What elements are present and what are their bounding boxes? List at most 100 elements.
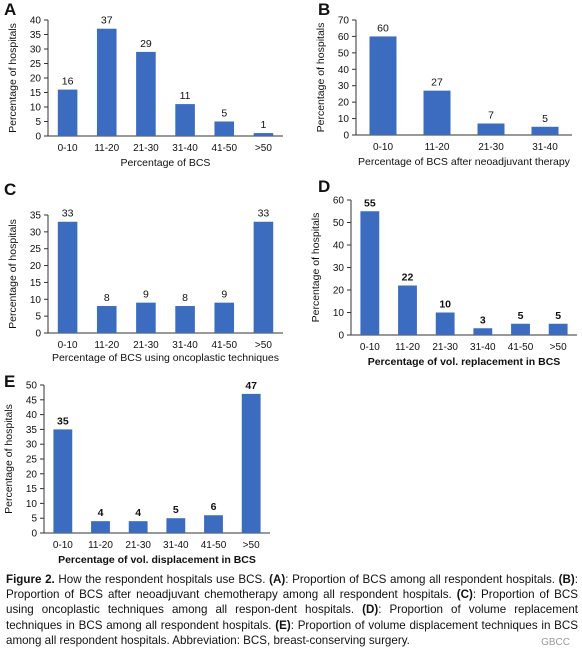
chart-panel-c: C 0 5 10 15 20 25 30 35 33 0-10 8 11-20 9 21-30 8 31-40… — [0, 175, 300, 370]
x-axis-title: Percentage of BCS — [121, 157, 211, 169]
x-tick-label: >50 — [255, 340, 272, 351]
chart-e-svg: 0 5 10 15 20 25 30 35 40 45 50 35 0-10 4 11-20 4 21-30 5 3… — [3, 380, 270, 566]
x-tick-label: 41-50 — [201, 540, 227, 551]
caption-part: (D) — [362, 603, 379, 617]
x-tick-label: >50 — [243, 540, 260, 551]
y-tick-label: 40 — [338, 65, 350, 76]
caption-part: How the respondent hospitals use BCS. — [54, 573, 270, 586]
y-tick-label: 20 — [338, 98, 350, 109]
bar-value-label: 35 — [57, 415, 69, 427]
x-tick-label: 11-20 — [425, 142, 450, 153]
panel-letter-e: E — [4, 372, 16, 391]
y-tick-label: 10 — [338, 114, 350, 125]
y-tick-label: 60 — [333, 196, 345, 207]
bar — [369, 36, 397, 135]
bar-value-label: 5 — [518, 310, 524, 322]
y-tick-label: 30 — [30, 45, 42, 56]
x-tick-label: 31-40 — [470, 342, 496, 353]
x-tick-label: >50 — [255, 143, 272, 154]
chart-panel-e: E 0 5 10 15 20 25 30 35 40 45 50 35 0-10 4 11-20 4 21-30… — [0, 370, 300, 570]
bar — [435, 312, 455, 335]
x-tick-label: 0-10 — [58, 143, 78, 154]
bar-value-label: 5 — [221, 108, 227, 120]
x-tick-label: 41-50 — [508, 342, 534, 353]
x-tick-label: 11-20 — [94, 340, 119, 351]
x-tick-label: 0-10 — [58, 340, 78, 351]
bar — [423, 90, 451, 135]
caption-part: (E) — [275, 618, 291, 632]
bar-value-label: 4 — [135, 507, 141, 519]
x-tick-label: 0-10 — [373, 142, 393, 153]
x-tick-label: 21-30 — [432, 342, 458, 353]
bar — [398, 285, 417, 335]
bar — [511, 323, 530, 335]
x-axis-title: Percentage of BCS using oncoplastic tech… — [52, 352, 279, 364]
y-tick-label: 50 — [333, 218, 345, 229]
y-axis-title: Percentage of hospitals — [7, 23, 19, 133]
y-tick-label: 35 — [30, 211, 42, 222]
bar — [204, 515, 223, 533]
bar-value-label: 60 — [377, 22, 389, 34]
bar — [57, 221, 78, 333]
caption-part: (B) — [558, 573, 575, 586]
chart-panel-a: A 0 5 10 15 20 25 30 35 40 16 0-10 37 11-20 29 21-30 11… — [0, 0, 290, 175]
bar-value-label: 33 — [62, 208, 74, 220]
bar-value-label: 4 — [98, 507, 104, 519]
caption-part: (C) — [456, 588, 473, 602]
x-tick-label: 21-30 — [478, 142, 504, 153]
y-tick-label: 60 — [338, 32, 350, 43]
y-tick-label: 45 — [26, 395, 38, 406]
y-tick-label: 40 — [30, 16, 42, 27]
x-tick-label: 21-30 — [125, 540, 151, 551]
watermark: GBCC — [539, 637, 572, 648]
bar-value-label: 7 — [488, 110, 494, 122]
bar-value-label: 55 — [364, 197, 376, 209]
y-axis-title: Percentage of hospitals — [310, 213, 322, 323]
y-tick-label: 10 — [333, 308, 345, 319]
chart-panel-b: B 0 10 20 30 40 50 60 70 60 0-10 27 11-20 7 21-30 5 31-… — [290, 0, 582, 175]
x-tick-label: 21-30 — [133, 143, 159, 154]
panel-letter-b: B — [318, 0, 331, 19]
bar — [57, 89, 78, 136]
y-tick-label: 5 — [35, 312, 41, 323]
bar-value-label: 1 — [260, 119, 266, 131]
y-tick-label: 40 — [333, 241, 345, 252]
bar-value-label: 37 — [101, 15, 113, 27]
panel-letter-a: A — [4, 0, 17, 19]
y-tick-label: 10 — [30, 295, 42, 306]
x-tick-label: 31-40 — [532, 142, 558, 153]
x-tick-label: 31-40 — [172, 340, 198, 351]
bar — [253, 133, 274, 136]
y-tick-label: 35 — [30, 30, 42, 41]
bar-value-label: 5 — [542, 113, 548, 125]
x-axis-title: Percentage of vol. replacement in BCS — [368, 356, 561, 368]
caption-part: (A) — [269, 573, 286, 586]
bar — [548, 323, 568, 335]
y-tick-label: 5 — [31, 514, 37, 525]
y-tick-label: 35 — [26, 425, 38, 436]
x-tick-label: 0-10 — [360, 342, 380, 353]
y-tick-label: 20 — [26, 469, 38, 480]
y-tick-label: 10 — [30, 103, 42, 114]
caption-part: : Proportion of volume displacement tech… — [6, 618, 578, 647]
bar-value-label: 5 — [555, 310, 561, 322]
bar — [253, 221, 274, 333]
bar-value-label: 47 — [245, 380, 257, 392]
caption-part: : Proportion of BCS among all respondent… — [285, 573, 559, 586]
bar-value-label: 29 — [140, 38, 152, 50]
bar-value-label: 8 — [104, 292, 110, 304]
x-tick-label: 11-20 — [88, 540, 113, 551]
y-tick-label: 20 — [30, 74, 42, 85]
bar — [214, 121, 235, 136]
bar — [531, 126, 559, 135]
bar-value-label: 27 — [431, 77, 443, 89]
bar-value-label: 22 — [402, 272, 414, 284]
x-tick-label: 41-50 — [211, 143, 237, 154]
x-tick-label: 41-50 — [211, 340, 237, 351]
bar — [128, 521, 148, 533]
y-axis-title: Percentage of hospitals — [315, 23, 327, 133]
figure-caption: Figure 2. How the respondent hospitals u… — [6, 572, 578, 648]
y-tick-label: 20 — [30, 261, 42, 272]
y-tick-label: 0 — [35, 329, 41, 340]
x-tick-label: >50 — [550, 342, 567, 353]
